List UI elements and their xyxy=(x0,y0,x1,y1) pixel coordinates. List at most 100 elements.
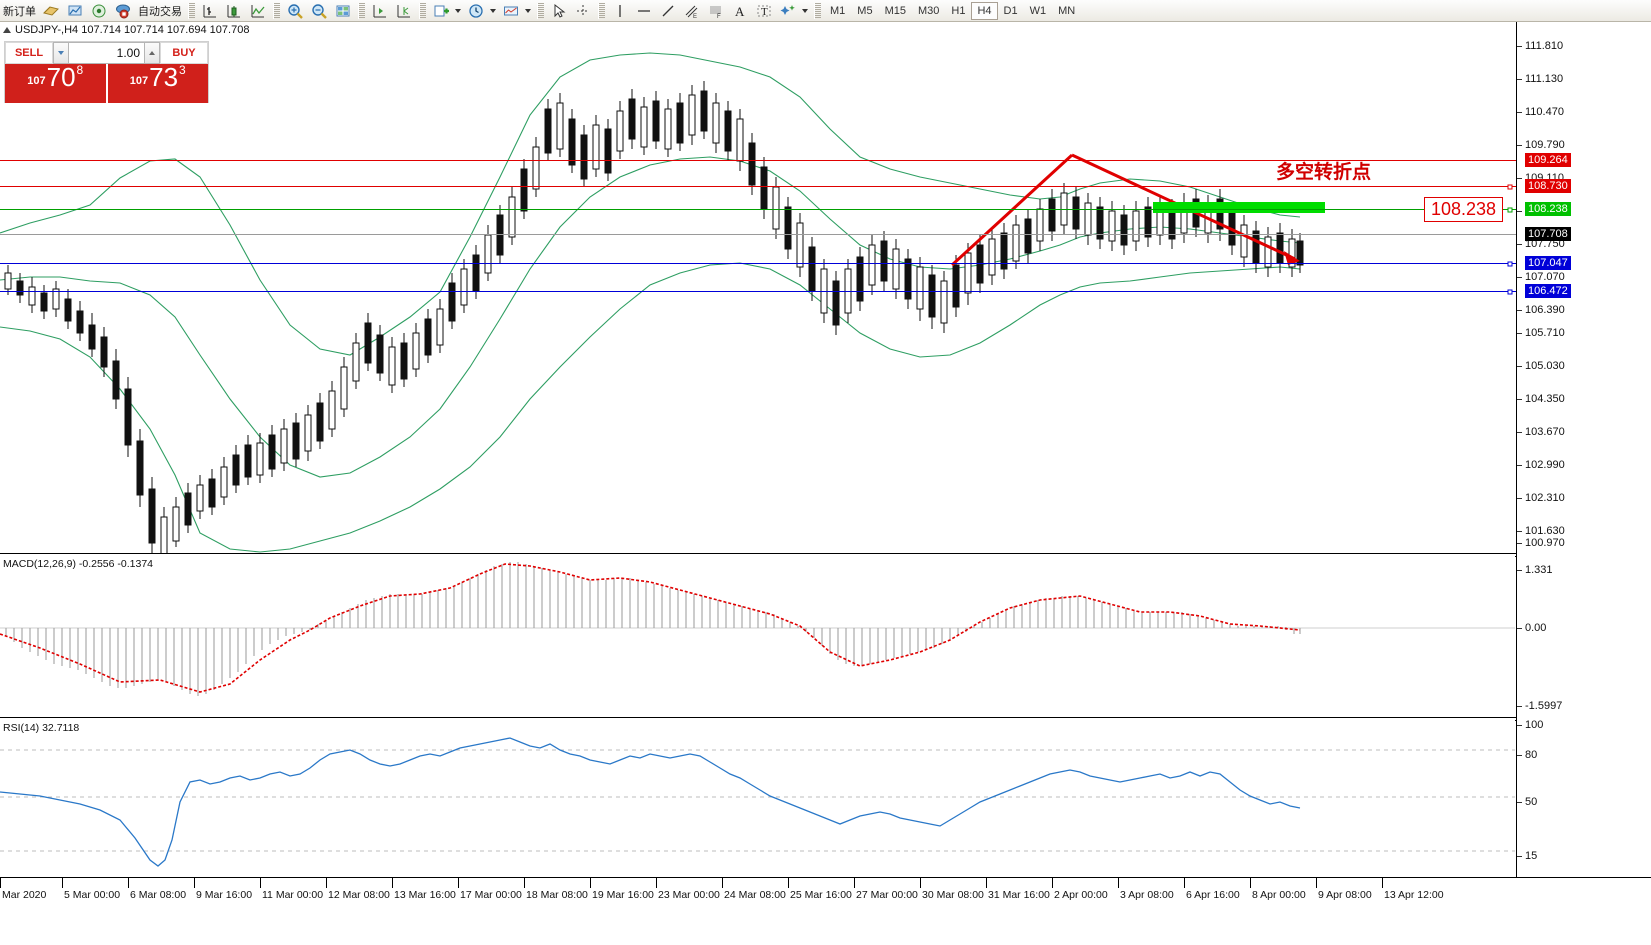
price-badge-108730[interactable]: 108.730 xyxy=(1525,179,1571,193)
axis-tick xyxy=(1517,628,1522,629)
timeframe-m15[interactable]: M15 xyxy=(884,4,906,17)
support-line-108238[interactable] xyxy=(0,207,1516,213)
profiles-icon[interactable] xyxy=(39,1,63,21)
auto-scroll-icon[interactable] xyxy=(392,1,416,21)
macd-histogram xyxy=(5,562,1301,696)
sell-price-display[interactable]: 107 70 8 xyxy=(5,63,106,103)
time-label: 6 Mar 08:00 xyxy=(130,889,187,901)
timeframe-d1[interactable]: D1 xyxy=(1003,4,1018,17)
axis-label: 102.990 xyxy=(1525,459,1565,471)
one-click-trading-panel[interactable]: SELL 1.00 BUY 107 70 8 107 73 3 xyxy=(4,41,209,103)
macd-pane[interactable]: MACD(12,26,9) -0.2556 -0.1374 xyxy=(0,556,1515,718)
axis-label: 100.970 xyxy=(1525,537,1565,549)
volume-input[interactable]: 1.00 xyxy=(69,42,144,64)
time-tick xyxy=(326,878,327,888)
time-axis[interactable]: Mar 2020 5 Mar 00:00 6 Mar 08:00 9 Mar 1… xyxy=(0,877,1651,945)
chart-expand-icon[interactable] xyxy=(3,27,11,33)
time-tick xyxy=(458,878,459,888)
sell-button[interactable]: SELL xyxy=(5,42,53,64)
candlestick-series xyxy=(4,81,1304,553)
buy-price-display[interactable]: 107 73 3 xyxy=(105,63,208,103)
axis-tick xyxy=(1517,802,1522,803)
support-zone-highlight[interactable] xyxy=(1153,202,1325,213)
text-icon[interactable]: T xyxy=(752,1,776,21)
rsi-pane[interactable]: RSI(14) 32.7118 xyxy=(0,720,1515,877)
timeframe-mn[interactable]: MN xyxy=(1058,4,1076,17)
turning-point-annotation[interactable]: 多空转折点 xyxy=(1276,161,1372,183)
axis-tick xyxy=(1517,755,1522,756)
navigator-icon[interactable] xyxy=(87,1,111,21)
timeframe-m1[interactable]: M1 xyxy=(830,4,846,17)
chevron-down-icon[interactable] xyxy=(455,8,461,13)
rsi-chart-svg xyxy=(0,737,1515,867)
timeframe-m5[interactable]: M5 xyxy=(857,4,873,17)
timeframe-w1[interactable]: W1 xyxy=(1029,4,1047,17)
chevron-down-icon[interactable] xyxy=(802,8,808,13)
price-badge-106472[interactable]: 106.472 xyxy=(1525,284,1571,298)
price-axis[interactable]: 111.810 111.130 110.470 109.790 109.110 … xyxy=(1516,22,1651,877)
chart-shift-icon[interactable] xyxy=(368,1,392,21)
timeframe-h4[interactable]: H4 xyxy=(971,1,998,20)
zoom-out-icon[interactable] xyxy=(307,1,331,21)
time-label: 11 Mar 00:00 xyxy=(262,889,324,901)
autotrading-button[interactable]: 自动交易 xyxy=(135,1,185,21)
line-handle[interactable] xyxy=(1507,207,1513,213)
time-label: 30 Mar 08:00 xyxy=(922,889,984,901)
equidistant-channel-icon[interactable]: E xyxy=(680,1,704,21)
time-tick xyxy=(590,878,591,888)
macd-rsi-divider xyxy=(0,717,1651,718)
chevron-down-icon[interactable] xyxy=(525,8,531,13)
svg-text:F: F xyxy=(717,14,721,20)
line-chart-icon[interactable] xyxy=(246,1,270,21)
buy-button[interactable]: BUY xyxy=(160,42,208,64)
new-order-button[interactable]: 新订单 xyxy=(0,1,39,21)
toolbar-separator xyxy=(814,2,821,19)
chevron-down-icon[interactable] xyxy=(490,8,496,13)
market-watch-icon[interactable] xyxy=(63,1,87,21)
time-tick xyxy=(854,878,855,888)
text-label-icon[interactable]: A xyxy=(728,1,752,21)
resistance-line-109264[interactable] xyxy=(0,160,1516,161)
rsi-scale-100: 100 xyxy=(1525,719,1544,731)
zoom-in-icon[interactable] xyxy=(283,1,307,21)
bar-chart-icon[interactable] xyxy=(198,1,222,21)
templates-icon[interactable] xyxy=(499,1,534,21)
chart-symbol-header: USDJPY-,H4 107.714 107.714 107.694 107.7… xyxy=(0,23,1651,37)
trendline-icon[interactable] xyxy=(656,1,680,21)
cursor-icon[interactable] xyxy=(547,1,571,21)
indicators-icon[interactable] xyxy=(429,1,464,21)
volume-decrease-button[interactable] xyxy=(53,42,69,64)
support-line-106472[interactable] xyxy=(0,289,1516,295)
axis-tick xyxy=(1517,543,1522,544)
axis-tick xyxy=(1517,145,1522,146)
price-chart-pane[interactable] xyxy=(0,37,1515,553)
line-handle[interactable] xyxy=(1507,261,1513,267)
price-badge-109264[interactable]: 109.264 xyxy=(1525,153,1571,167)
line-handle[interactable] xyxy=(1507,289,1513,295)
price-callout-box[interactable]: 108.238 xyxy=(1424,197,1504,222)
rsi-scale-50: 50 xyxy=(1525,796,1538,808)
volume-increase-button[interactable] xyxy=(144,42,160,64)
time-tick xyxy=(260,878,261,888)
autotrading-icon[interactable] xyxy=(111,1,135,21)
price-badge-108238[interactable]: 108.238 xyxy=(1525,202,1571,216)
crosshair-icon[interactable] xyxy=(571,1,595,21)
candle-chart-icon[interactable] xyxy=(222,1,246,21)
timeframe-m30[interactable]: M30 xyxy=(917,4,940,17)
axis-label: 110.470 xyxy=(1525,106,1564,118)
data-window-icon[interactable] xyxy=(331,1,355,21)
sell-price-prefix: 107 xyxy=(27,75,46,87)
hline-icon[interactable] xyxy=(632,1,656,21)
support-line-107047[interactable] xyxy=(0,261,1516,267)
timeframe-h1[interactable]: H1 xyxy=(951,4,966,17)
vline-icon[interactable] xyxy=(608,1,632,21)
objects-icon[interactable] xyxy=(776,1,811,21)
line-handle[interactable] xyxy=(1507,184,1513,190)
resistance-line-108730[interactable] xyxy=(0,184,1516,190)
axis-tick xyxy=(1517,465,1522,466)
price-badge-107047[interactable]: 107.047 xyxy=(1525,256,1571,270)
fibonacci-icon[interactable]: F xyxy=(704,1,728,21)
axis-tick xyxy=(1517,277,1522,278)
period-icon[interactable] xyxy=(464,1,499,21)
svg-text:A: A xyxy=(735,4,745,19)
